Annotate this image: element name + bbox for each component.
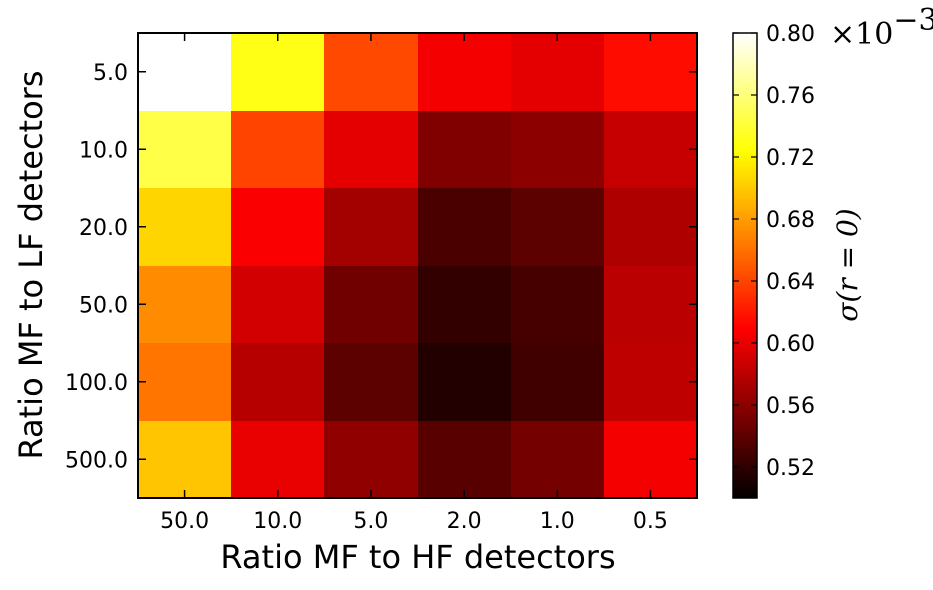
x-tick-label: 10.0 [253, 509, 302, 534]
heatmap-cell [511, 33, 604, 111]
x-tick-group: 50.0 10.0 5.0 2.0 1.0 0.5 [160, 33, 668, 534]
heatmap-cell [604, 33, 697, 111]
heatmap-cell [604, 188, 697, 266]
heatmap-cell [511, 421, 604, 498]
heatmap-cell [604, 421, 697, 498]
heatmap-cell [418, 343, 511, 421]
y-tick-label: 500.0 [65, 448, 128, 473]
x-tick-label: 0.5 [633, 509, 668, 534]
heatmap-cell [324, 111, 418, 188]
heatmap-cell [231, 33, 324, 111]
y-tick-label: 20.0 [79, 216, 128, 241]
colorbar-tick-label: 0.76 [766, 84, 815, 109]
x-axis-label: Ratio MF to HF detectors [220, 538, 615, 576]
heatmap-cell [138, 111, 231, 188]
colorbar-tick-group: 0.52 0.56 0.60 0.64 0.68 0.72 0.76 0.80 [733, 22, 815, 481]
x-tick-label: 2.0 [447, 509, 482, 534]
heatmap-cell [511, 343, 604, 421]
x-tick-label: 50.0 [160, 509, 209, 534]
heatmap-cell [231, 188, 324, 266]
colorbar-tick-label: 0.56 [766, 394, 815, 419]
heatmap-cell [231, 111, 324, 188]
colorbar-tick-label: 0.64 [766, 270, 815, 295]
heatmap-cell [418, 421, 511, 498]
colorbar-tick-label: 0.72 [766, 146, 815, 171]
heatmap-cell [418, 188, 511, 266]
heatmap-cell [138, 421, 231, 498]
y-tick-label: 100.0 [65, 371, 128, 396]
heatmap-cell [324, 266, 418, 343]
heatmap-cell [418, 266, 511, 343]
heatmap-cells [138, 33, 697, 498]
colorbar-tick-label: 0.52 [766, 456, 815, 481]
heatmap-cell [324, 343, 418, 421]
heatmap-cell [511, 188, 604, 266]
colorbar [732, 32, 758, 499]
heatmap-cell [324, 421, 418, 498]
heatmap-cell [418, 111, 511, 188]
heatmap-cell [138, 188, 231, 266]
y-tick-label: 50.0 [79, 293, 128, 318]
heatmap-cell [604, 111, 697, 188]
heatmap-cell [604, 266, 697, 343]
heatmap-cell [604, 343, 697, 421]
heatmap-cell [511, 111, 604, 188]
y-tick-label: 5.0 [93, 61, 128, 86]
heatmap-cell [138, 266, 231, 343]
colorbar-tick-label: 0.60 [766, 332, 815, 357]
heatmap-cell [324, 188, 418, 266]
heatmap-cell [511, 266, 604, 343]
y-tick-label: 10.0 [79, 138, 128, 163]
colorbar-tick-label: 0.68 [766, 208, 815, 233]
colorbar-label: σ(r = 0) [831, 208, 864, 321]
heatmap-cell [418, 33, 511, 111]
x-tick-label: 1.0 [540, 509, 575, 534]
plot-frame [137, 32, 698, 499]
heatmap-cell [138, 33, 231, 111]
heatmap-cell [231, 421, 324, 498]
heatmap-cell [138, 343, 231, 421]
heatmap-cell [324, 33, 418, 111]
x-tick-label: 5.0 [353, 509, 388, 534]
heatmap-cell [231, 266, 324, 343]
colorbar-multiplier: ×10−3 [830, 3, 933, 52]
y-tick-group: 5.0 10.0 20.0 50.0 100.0 500.0 [65, 61, 697, 473]
y-axis-label: Ratio MF to LF detectors [12, 71, 50, 460]
colorbar-tick-label: 0.80 [766, 22, 815, 47]
heatmap-cell [231, 343, 324, 421]
